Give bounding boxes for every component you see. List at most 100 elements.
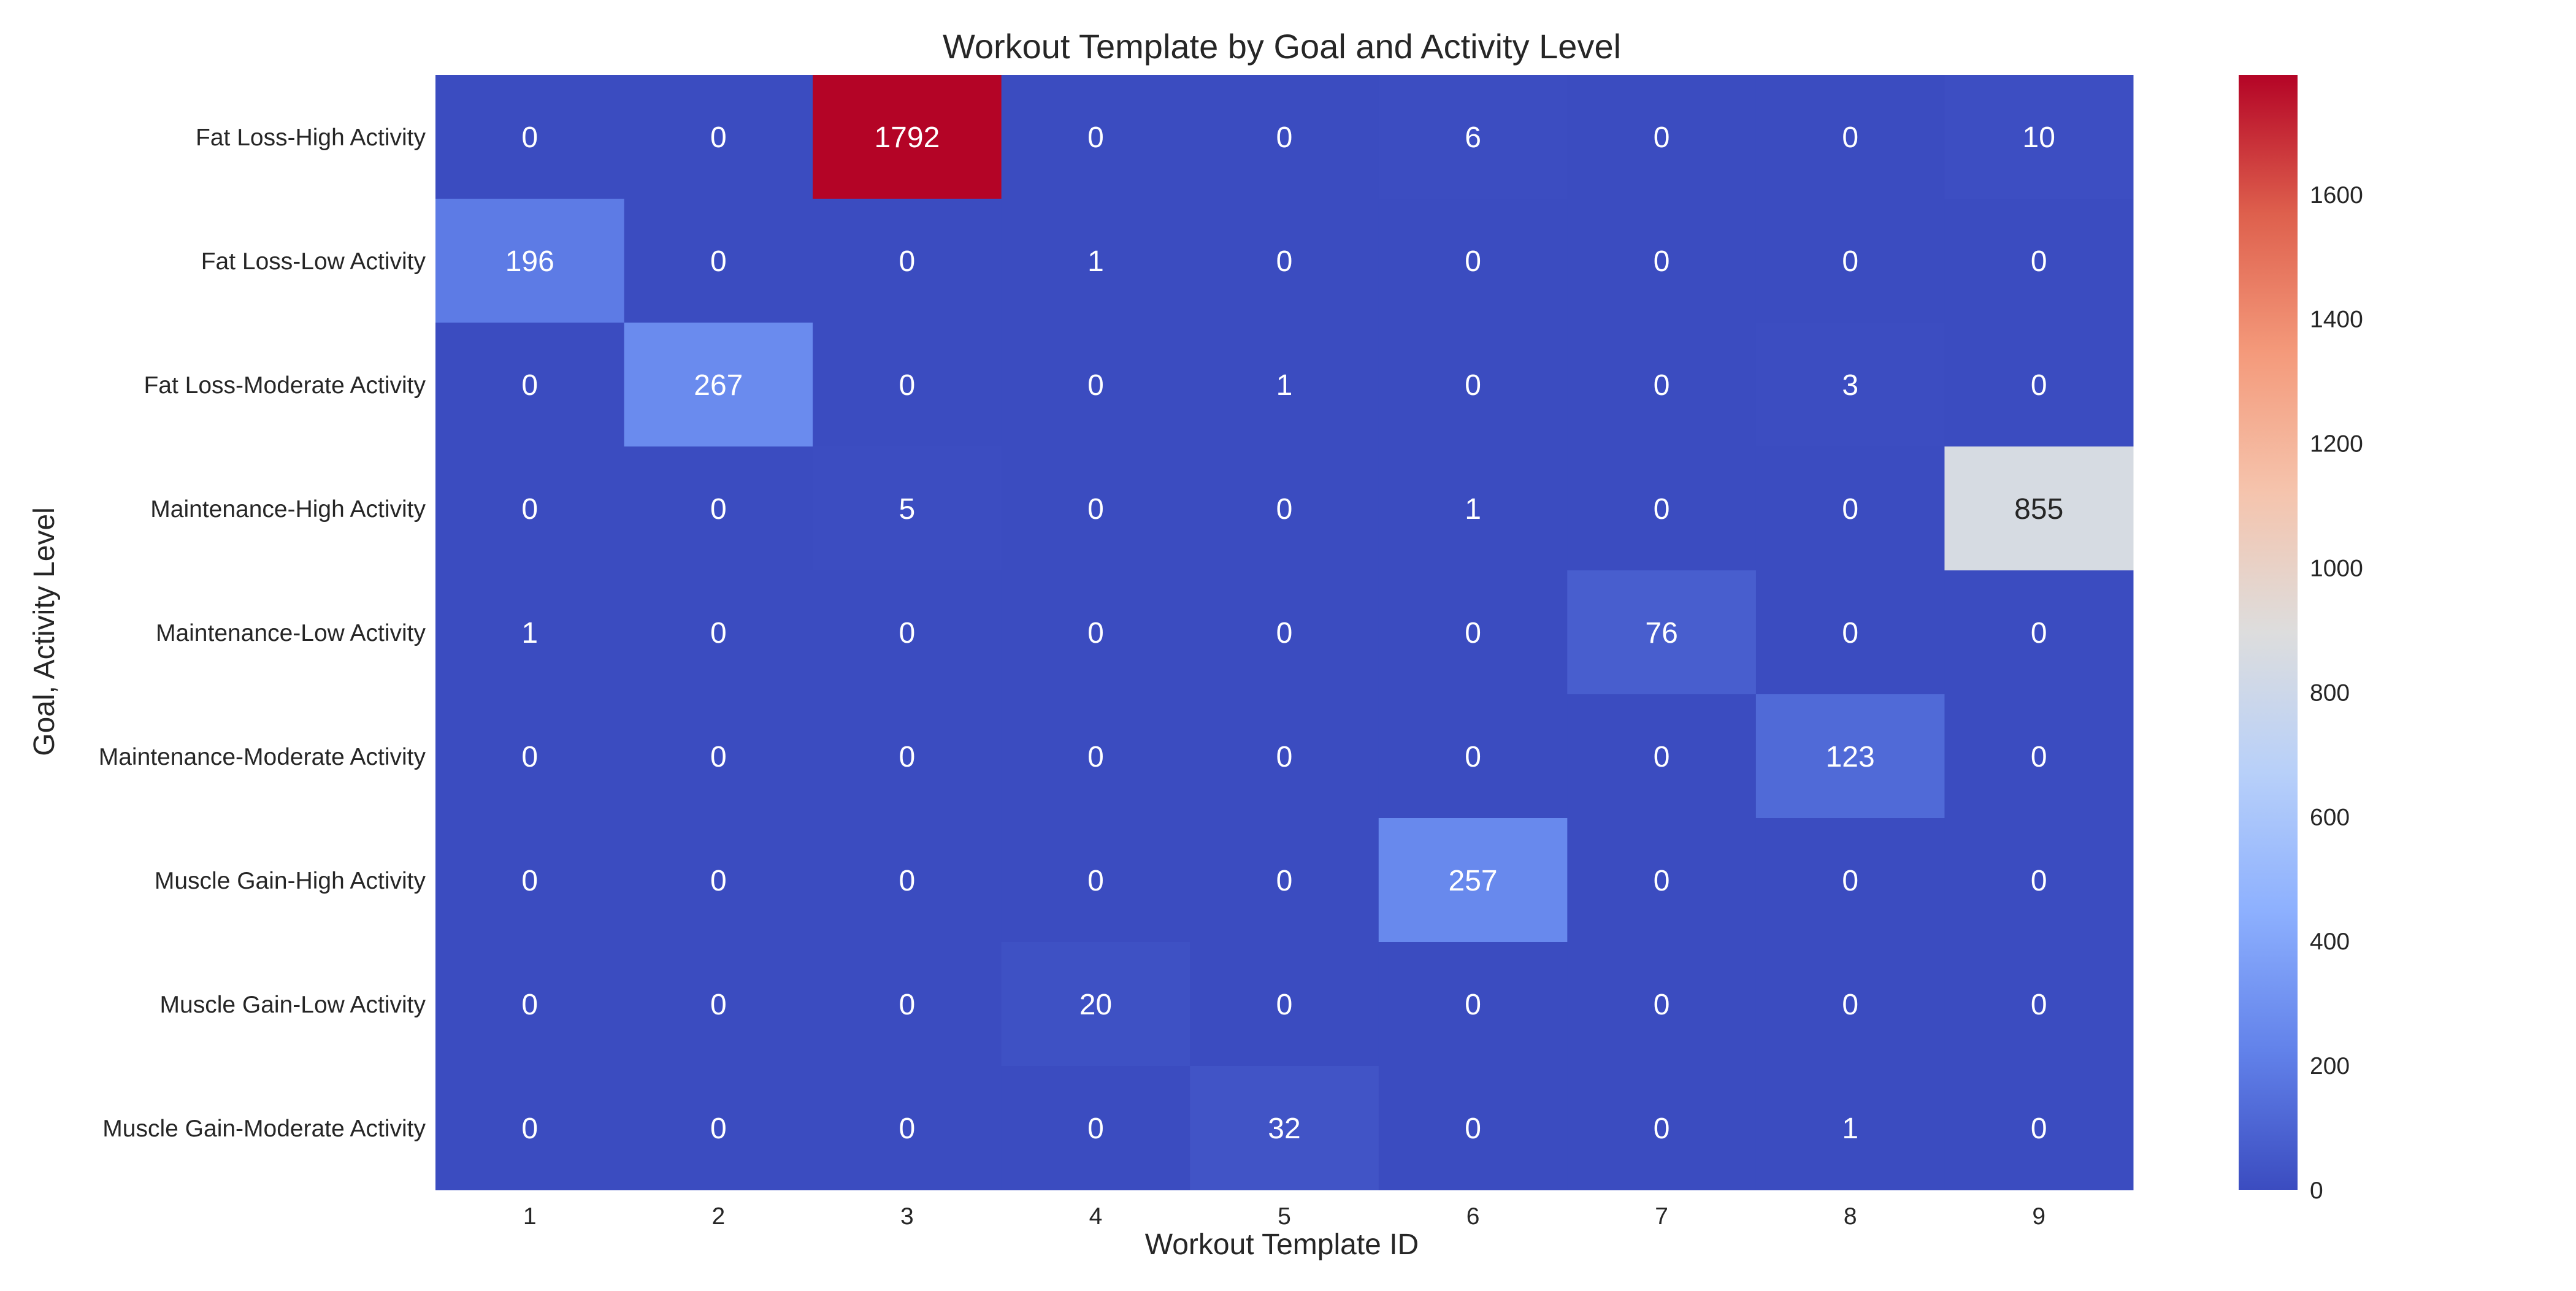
x-axis-label: Workout Template ID [1145,1228,1419,1261]
cell-value-label: 0 [899,989,916,1021]
heatmap-cell [1378,694,1568,819]
heatmap-cell [1001,323,1190,447]
cell-value-label: 267 [694,369,743,402]
x-tick-label: 2 [711,1203,725,1230]
cell-value-label: 0 [899,369,916,402]
y-tick-label: Fat Loss-Moderate Activity [144,372,426,399]
cell-value-label: 0 [710,1113,727,1145]
y-tick-label: Fat Loss-High Activity [196,125,426,151]
cell-value-label: 3 [1842,369,1858,402]
heatmap-cell [813,323,1002,447]
heatmap-cell [1567,942,1757,1067]
heatmap-cell [1567,818,1757,943]
cell-value-label: 1 [1276,369,1293,402]
cell-value-label: 0 [710,245,727,278]
chart-title: Workout Template by Goal and Activity Le… [943,27,1621,66]
cell-value-label: 0 [1465,1113,1481,1145]
heatmap-cell [1755,570,1945,695]
heatmap-cell [1378,446,1568,571]
heatmap-cell [435,570,625,695]
heatmap-cell [1001,75,1190,199]
cell-value-label: 0 [710,617,727,649]
cell-value-label: 0 [1276,989,1293,1021]
heatmap-cell [435,446,625,571]
heatmap-cell [1190,694,1379,819]
heatmap-cell [624,818,813,943]
cell-value-label: 76 [1645,617,1677,649]
y-tick-label: Muscle Gain-High Activity [155,868,426,894]
heatmap-cell [1190,570,1379,695]
cell-value-label: 0 [710,865,727,897]
heatmap-cell [813,570,1002,695]
cell-value-label: 0 [1842,989,1858,1021]
cell-value-label: 0 [1087,865,1104,897]
cell-value-label: 0 [710,493,727,526]
cell-value-label: 0 [1465,741,1481,773]
cell-value-label: 0 [1654,741,1670,773]
y-tick-label: Muscle Gain-Low Activity [160,992,426,1018]
heatmap-cell [1944,199,2134,323]
colorbar-tick-label: 1400 [2310,307,2363,333]
cell-value-label: 0 [521,989,538,1021]
heatmap-cell [1378,1066,1568,1190]
heatmap-cell [1944,570,2134,695]
heatmap-cell [1378,75,1568,199]
heatmap-cell [624,570,813,695]
cell-value-label: 0 [1842,493,1858,526]
heatmap-cell [1944,75,2134,199]
x-tick-label: 5 [1278,1203,1291,1230]
cell-value-label: 0 [1276,617,1293,649]
cell-value-label: 0 [1276,121,1293,154]
cell-value-label: 0 [521,741,538,773]
cell-value-label: 0 [1087,741,1104,773]
heatmap-cell [1190,323,1379,447]
x-tick-label: 8 [1844,1203,1857,1230]
y-tick-labels: Fat Loss-High Activity Fat Loss-Low Activ… [99,125,426,1142]
cell-value-label: 0 [710,741,727,773]
colorbar [2239,75,2298,1190]
heatmap-cell [1567,199,1757,323]
heatmap-cell [813,694,1002,819]
heatmap-cell [1755,75,1945,199]
heatmap-cell [1567,323,1757,447]
cell-value-label: 123 [1826,741,1875,773]
heatmap-cell [435,1066,625,1190]
heatmap-cell [1001,694,1190,819]
heatmap-cell [1378,942,1568,1067]
heatmap-cell [1190,199,1379,323]
cell-value-label: 10 [2023,121,2055,154]
cell-value-label: 0 [1842,121,1858,154]
heatmap-cell [813,199,1002,323]
x-tick-label: 3 [900,1203,914,1230]
cell-value-label: 0 [2031,865,2047,897]
colorbar-tick-label: 400 [2310,929,2350,955]
heatmap-cell [1567,694,1757,819]
cell-value-label: 0 [1654,1113,1670,1145]
heatmap-cell [1378,323,1568,447]
cell-value-label: 0 [2031,245,2047,278]
heatmap-cell [813,446,1002,571]
cell-value-label: 0 [1087,1113,1104,1145]
colorbar-tick-label: 200 [2310,1053,2350,1079]
cell-value-label: 0 [521,369,538,402]
heatmap-cell [1001,446,1190,571]
heatmap-cell [435,694,625,819]
heatmap-cell [1944,1066,2134,1190]
colorbar-tick-labels: 0 200 400 600 800 1000 1200 1400 1600 [2310,182,2363,1204]
cell-value-label: 0 [1087,369,1104,402]
heatmap-cell [1001,942,1190,1067]
cell-value-label: 0 [710,989,727,1021]
heatmap-cell [624,446,813,571]
cell-value-label: 0 [1276,865,1293,897]
cell-value-label: 0 [1276,493,1293,526]
heatmap-cell [1190,1066,1379,1190]
cell-value-label: 0 [1087,121,1104,154]
x-tick-label: 1 [523,1203,537,1230]
cell-value-label: 20 [1079,989,1112,1021]
cell-value-label: 1792 [874,121,940,154]
cell-value-label: 0 [1087,617,1104,649]
cell-value-label: 0 [1654,121,1670,154]
cell-value-label: 0 [899,741,916,773]
